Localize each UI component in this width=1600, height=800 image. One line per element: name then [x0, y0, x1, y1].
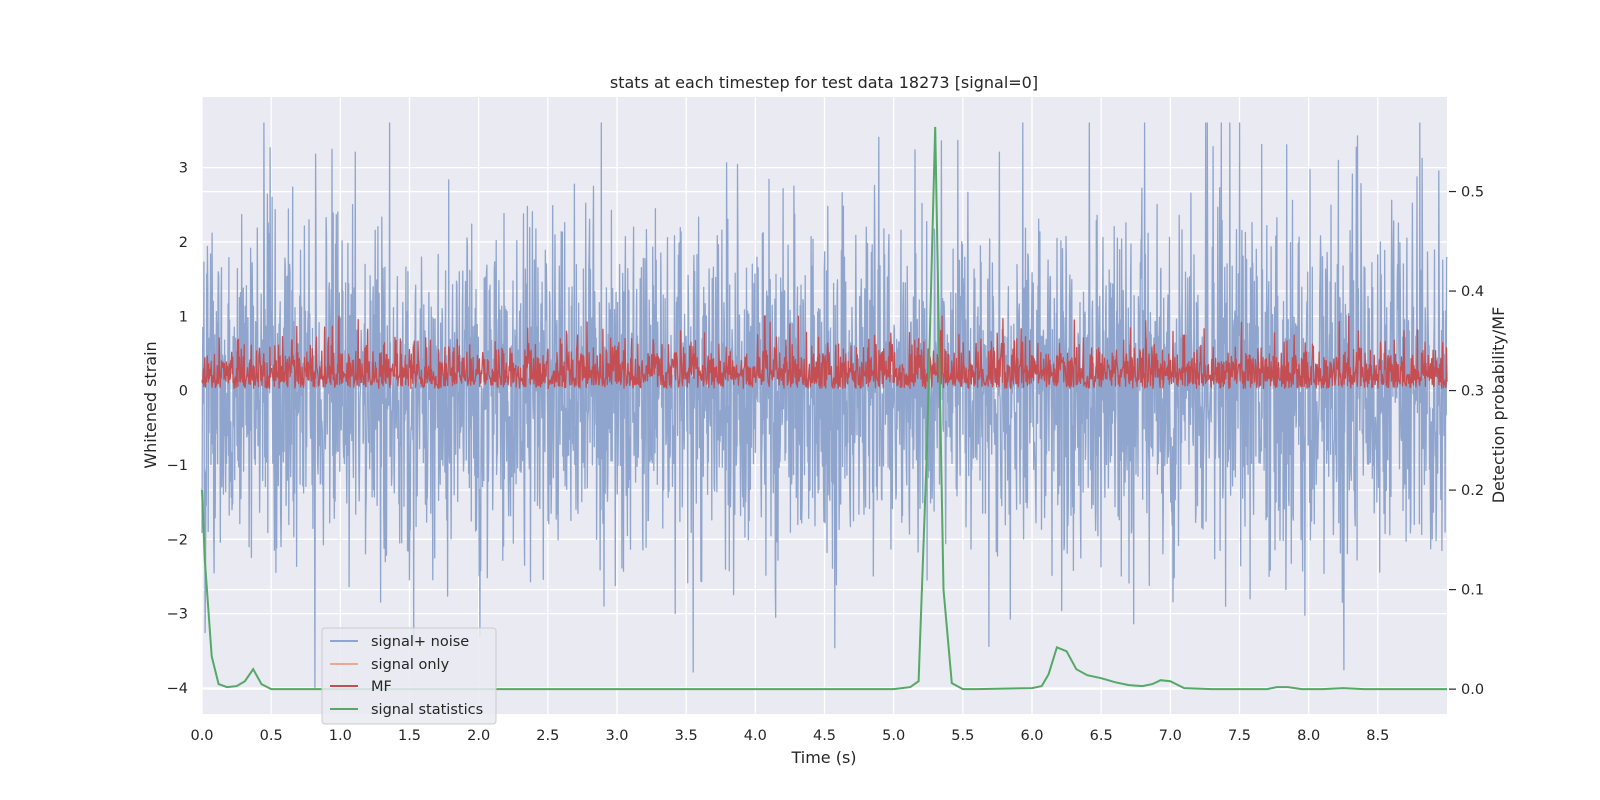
x-tick-label: 0.0	[190, 728, 213, 744]
legend-box	[321, 627, 497, 725]
x-tick-label: 4.0	[744, 728, 767, 744]
x-tick-label: 8.0	[1297, 728, 1320, 744]
x-tick-label: 1.5	[398, 728, 421, 744]
y-tick-label: −3	[167, 607, 188, 623]
x-axis-ticks: 0.0 0.5 1.0 1.5 2.0 2.5 3.0 3.5 4.0 4.5 5.0 5.5 6.0 6…	[190, 728, 1389, 744]
x-tick-label: 8.5	[1366, 728, 1389, 744]
x-tick-label: 6.5	[1090, 728, 1113, 744]
mf-series	[201, 315, 1448, 390]
legend-label-signal-only: signal only	[371, 657, 450, 673]
y2-tick-label: 0.4	[1461, 284, 1484, 300]
signal-statistics-series	[201, 126, 1447, 691]
y-axis-ticks: −4 −3 −2 −1 0 1 2 3	[167, 161, 188, 697]
legend-label-signal-statistics: signal statistics	[371, 702, 483, 718]
x-axis-label: Time (s)	[790, 748, 856, 767]
x-tick-label: 4.5	[813, 728, 836, 744]
x-tick-label: 7.0	[1159, 728, 1182, 744]
y2-tick-label: 0.1	[1461, 583, 1484, 599]
data-layer	[201, 122, 1448, 691]
y-tick-label: 1	[179, 309, 188, 325]
x-tick-label: 2.0	[467, 728, 490, 744]
legend-item-signal-statistics: signal statistics	[330, 702, 483, 718]
x-tick-label: 3.0	[605, 728, 628, 744]
x-tick-label: 5.5	[951, 728, 974, 744]
y-axis-label: Whitened strain	[141, 341, 160, 468]
y2-axis-ticks: 0.0 0.1 0.2 0.3 0.4 0.5	[1449, 185, 1484, 698]
y-tick-label: 3	[179, 161, 188, 177]
legend: signal+ noise signal only MF signal stat…	[321, 627, 497, 725]
y-tick-label: −1	[167, 458, 188, 474]
x-tick-label: 6.0	[1020, 728, 1043, 744]
y-tick-label: −4	[167, 681, 188, 697]
y2-tick-label: 0.5	[1461, 185, 1484, 201]
x-tick-label: 0.5	[260, 728, 283, 744]
x-tick-label: 5.0	[882, 728, 905, 744]
y2-tick-label: 0.3	[1461, 384, 1484, 400]
y-tick-label: −2	[167, 532, 188, 548]
chart-title: stats at each timestep for test data 182…	[610, 73, 1038, 92]
y2-tick-label: 0.0	[1461, 682, 1484, 698]
legend-label-noise: signal+ noise	[371, 634, 469, 650]
legend-item-mf: MF	[330, 679, 392, 695]
legend-item-noise: signal+ noise	[330, 634, 469, 650]
x-tick-label: 7.5	[1228, 728, 1251, 744]
x-tick-label: 1.0	[329, 728, 352, 744]
x-tick-label: 2.5	[536, 728, 559, 744]
y2-tick-label: 0.2	[1461, 483, 1484, 499]
y-tick-label: 0	[179, 384, 188, 400]
y-tick-label: 2	[179, 235, 188, 251]
legend-label-mf: MF	[371, 679, 392, 695]
y2-axis-label: Detection probability/MF	[1489, 307, 1508, 504]
legend-item-signal-only: signal only	[330, 657, 450, 673]
x-tick-label: 3.5	[675, 728, 698, 744]
signal-noise-series	[201, 122, 1448, 689]
